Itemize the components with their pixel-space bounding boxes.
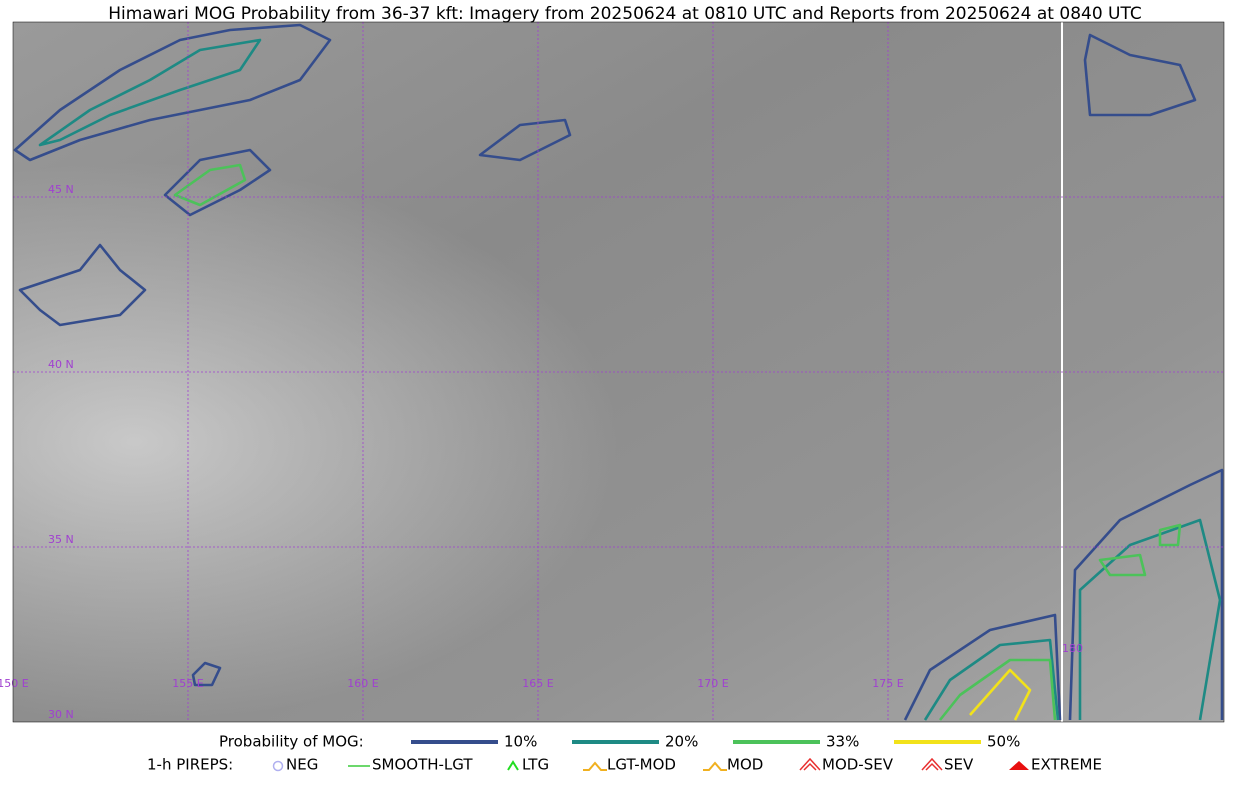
lon-label: 160 E <box>347 677 378 690</box>
contour-10 <box>13 23 332 162</box>
contour-33 <box>173 163 247 207</box>
lon-label: 150 E <box>0 677 29 690</box>
legend-entry: SEV <box>944 756 974 774</box>
pirep-icon <box>1009 761 1029 770</box>
legend-entry: LGT-MOD <box>607 756 676 774</box>
pirep-icon <box>921 757 943 771</box>
contour-33 <box>1098 523 1182 577</box>
lat-label: 40 N <box>48 358 74 371</box>
legend-entry: MOD <box>727 756 763 774</box>
lon-label: 165 E <box>522 677 553 690</box>
contour-10 <box>1068 468 1224 721</box>
contour-20 <box>1078 518 1222 721</box>
contour-20 <box>923 638 1060 721</box>
legend-entry: EXTREME <box>1031 756 1102 774</box>
lon-label: 170 E <box>697 677 728 690</box>
legend-entry: MOD-SEV <box>822 756 894 774</box>
legend-label: 1-h PIREPS: <box>147 756 233 774</box>
contour-10 <box>191 661 222 687</box>
contours <box>13 23 1224 721</box>
lon-label: 175 E <box>872 677 903 690</box>
map-frame <box>12 21 1225 723</box>
pirep-icon <box>703 761 727 771</box>
contour-10 <box>478 118 572 162</box>
lat-label: 35 N <box>48 533 74 546</box>
contour-10 <box>18 243 147 327</box>
pirep-icon <box>272 760 284 772</box>
legend-entry: NEG <box>286 756 318 774</box>
lat-label: 45 N <box>48 183 74 196</box>
contour-10 <box>1083 33 1197 117</box>
legend-entry: 50% <box>987 733 1020 751</box>
pirep-icon <box>507 760 519 771</box>
legend-entry: SMOOTH-LGT <box>372 756 473 774</box>
contour-33 <box>938 658 1057 721</box>
contour-10 <box>163 148 272 217</box>
legend-label: Probability of MOG: <box>219 733 364 751</box>
lon-label: 155 E <box>172 677 203 690</box>
contour-50 <box>969 668 1032 721</box>
legend-entry: 33% <box>826 733 859 751</box>
legend-entry: LTG <box>522 756 549 774</box>
legend-entry: 20% <box>665 733 698 751</box>
contour-10 <box>903 613 1062 721</box>
pirep-icon <box>583 761 607 771</box>
lat-label: 30 N <box>48 708 74 721</box>
lon-label: 180 <box>1062 642 1083 655</box>
pirep-icon <box>799 757 821 771</box>
contour-20 <box>38 38 262 147</box>
legend-entry: 10% <box>504 733 537 751</box>
map-title: Himawari MOG Probability from 36-37 kft:… <box>108 4 1142 24</box>
